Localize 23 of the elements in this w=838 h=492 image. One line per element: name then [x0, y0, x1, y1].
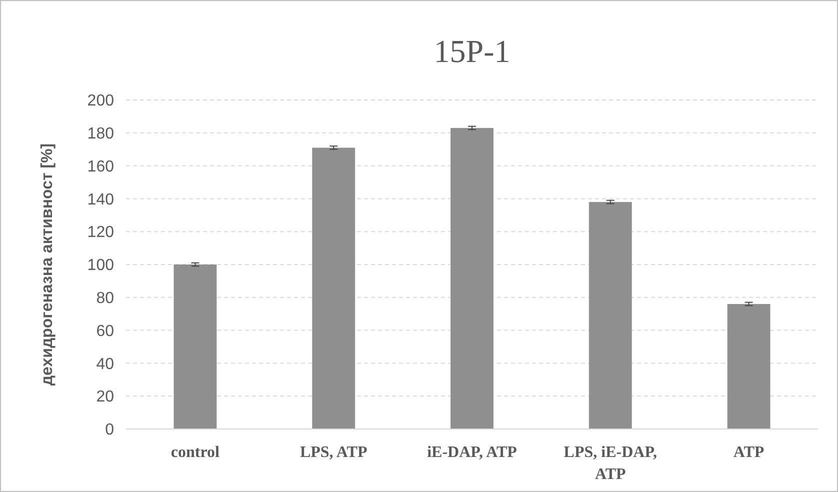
- y-tick-label: 120: [87, 224, 114, 242]
- chart-title: 15P-1: [434, 33, 510, 69]
- y-tick-label: 200: [87, 92, 114, 110]
- x-tick-label: LPS, iE-DAP, ATP: [564, 444, 657, 483]
- x-tick-label: control: [170, 444, 220, 461]
- x-tick-label: ATP: [733, 444, 764, 461]
- x-tick-label: LPS, ATP: [300, 444, 368, 461]
- y-tick-label: 40: [96, 356, 114, 373]
- y-tick-label: 20: [96, 388, 114, 406]
- bar: [727, 304, 770, 429]
- y-tick-label: 100: [87, 257, 114, 274]
- bar: [312, 148, 356, 429]
- y-tick-label: 160: [87, 158, 114, 176]
- y-tick-label: 140: [87, 191, 114, 208]
- y-tick-label: 180: [87, 126, 114, 142]
- y-tick-label: 0: [105, 422, 114, 439]
- x-tick-label: iE-DAP, ATP: [427, 444, 518, 461]
- bar: [588, 202, 632, 429]
- y-tick-label: 80: [96, 290, 114, 307]
- y-axis-title: дехидрогеназна активност [%]: [39, 143, 56, 386]
- bar: [450, 128, 494, 429]
- y-tick-label: 60: [96, 322, 114, 340]
- bar: [174, 264, 217, 429]
